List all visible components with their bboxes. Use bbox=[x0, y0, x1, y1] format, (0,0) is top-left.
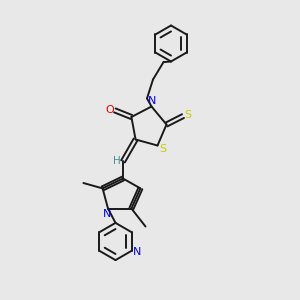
Text: N: N bbox=[103, 209, 112, 219]
Text: S: S bbox=[159, 144, 167, 154]
Text: N: N bbox=[148, 96, 156, 106]
Text: H: H bbox=[112, 156, 120, 166]
Text: S: S bbox=[184, 110, 192, 120]
Text: O: O bbox=[105, 105, 114, 115]
Text: N: N bbox=[133, 247, 141, 257]
